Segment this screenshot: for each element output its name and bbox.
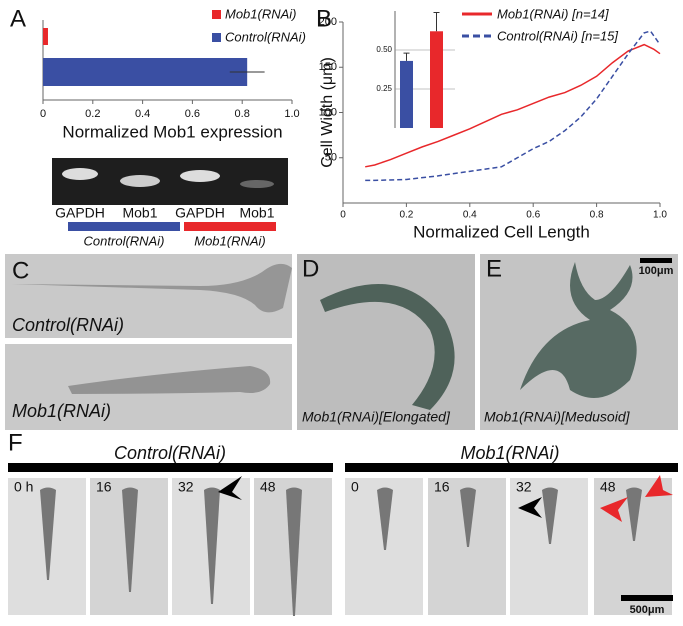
x-tick-label: 0.2 (85, 108, 100, 120)
cell (460, 487, 476, 547)
x-tick-label: 0.6 (185, 108, 200, 120)
x-tick-label: 0 (40, 108, 46, 120)
scale-bar (640, 258, 672, 263)
cell (320, 284, 455, 410)
y-tick-label: 100 (319, 106, 337, 118)
panel-label: D (302, 255, 319, 282)
panel-label: A (10, 5, 26, 32)
y-axis-label: Cell Width (μm) (319, 57, 336, 168)
photo-label: Mob1(RNAi) (12, 401, 111, 421)
lane-label: GAPDH (55, 205, 105, 221)
legend-label: Control(RNAi) [n=15] (497, 28, 618, 43)
legend-label: Control(RNAi) (225, 29, 306, 44)
cell (377, 487, 393, 550)
group-bar (8, 463, 333, 472)
y-tick-label: 150 (319, 61, 337, 73)
time-label: 48 (600, 479, 616, 495)
cell (286, 487, 302, 616)
time-label: 48 (260, 479, 276, 495)
legend-label: Mob1(RNAi) (225, 6, 297, 21)
error-bar (403, 52, 410, 61)
cell (626, 487, 642, 541)
lane-label: GAPDH (175, 205, 225, 221)
gel-band (240, 180, 274, 188)
lane-label: Mob1 (122, 205, 157, 221)
time-label: 0 h (14, 479, 33, 495)
panel-label: E (486, 255, 502, 282)
gel-band (120, 175, 160, 187)
photo-label: Control(RNAi) (12, 315, 124, 335)
y-tick-label: 0.25 (376, 84, 392, 93)
x-tick-label: 0.8 (235, 108, 250, 120)
group-bar (345, 463, 678, 472)
cell (520, 262, 637, 398)
arrowhead (645, 475, 673, 497)
timecourse: 0 h 16 32 48 0 16 32 48 (8, 478, 672, 616)
group-bar (184, 222, 276, 231)
inset-frame (368, 8, 460, 132)
group-title: Mob1(RNAi) (460, 443, 559, 463)
lane-label: Mob1 (239, 205, 274, 221)
time-label: 32 (516, 479, 532, 495)
cell (68, 366, 271, 394)
bar (400, 60, 413, 128)
arrowhead (518, 497, 542, 518)
x-tick-label: 0 (340, 210, 346, 221)
cell (204, 487, 220, 604)
group-label: Control(RNAi) (84, 233, 165, 248)
cell (12, 263, 292, 313)
x-tick-label: 0.4 (463, 210, 477, 221)
y-tick-label: 200 (319, 16, 337, 28)
scale-bar (621, 595, 673, 601)
scale-label: 100μm (639, 265, 674, 277)
line (365, 43, 661, 168)
bar (43, 28, 48, 45)
x-tick-label: 0.6 (526, 210, 540, 221)
scale-label: 500μm (630, 604, 665, 616)
photo-label: Mob1(RNAi)[Medusoid] (484, 409, 631, 425)
time-label: 16 (434, 479, 450, 495)
group-bar (68, 222, 180, 231)
x-tick-label: 0.4 (135, 108, 150, 120)
x-axis-label: Normalized Cell Length (413, 222, 590, 241)
legend-label: Mob1(RNAi) [n=14] (497, 6, 609, 21)
x-tick-label: 1.0 (284, 108, 299, 120)
x-axis-label: Normalized Mob1 expression (62, 122, 282, 141)
photo-label: Mob1(RNAi)[Elongated] (302, 409, 451, 425)
cell (542, 487, 558, 544)
cell (122, 487, 138, 592)
bar (43, 58, 248, 86)
group-label: Mob1(RNAi) (194, 233, 266, 248)
panel-label: C (12, 257, 29, 284)
legend-swatch (212, 10, 221, 19)
panel-label: B (316, 5, 332, 32)
y-tick-label: 0.50 (376, 45, 392, 54)
x-tick-label: 1.0 (653, 210, 667, 221)
x-tick-label: 0.8 (590, 210, 604, 221)
y-tick-label: 50 (325, 152, 337, 164)
x-tick-label: 0.2 (399, 210, 413, 221)
legend-swatch (212, 33, 221, 42)
bar (430, 31, 443, 129)
arrowhead (600, 497, 628, 522)
gel-band (62, 168, 98, 180)
cell (40, 487, 56, 580)
group-title: Control(RNAi) (114, 443, 226, 463)
gel-band (180, 170, 220, 182)
time-label: 0 (351, 479, 359, 495)
arrowhead (218, 476, 242, 500)
time-label: 32 (178, 479, 194, 495)
time-label: 16 (96, 479, 112, 495)
panel-label: F (8, 429, 23, 456)
error-bar (433, 12, 440, 32)
